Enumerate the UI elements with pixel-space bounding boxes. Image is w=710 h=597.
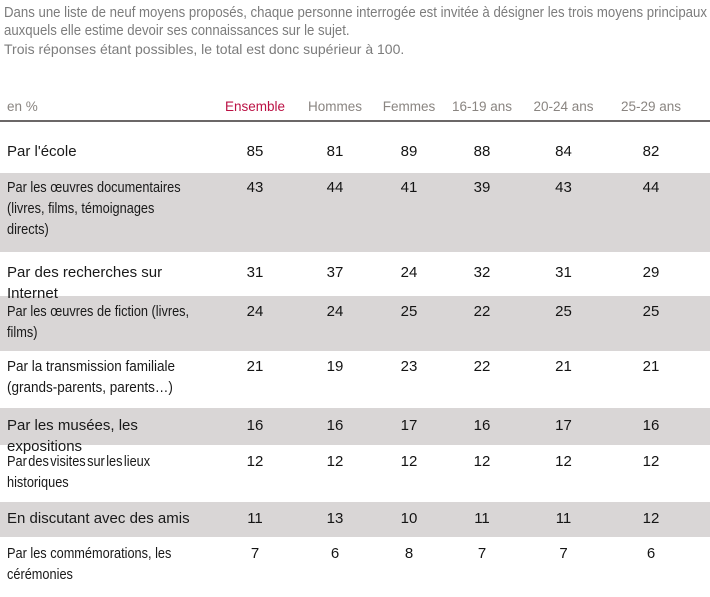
value-cell: 19 <box>326 358 344 375</box>
value-cell: 29 <box>642 264 660 281</box>
value-cell: 25 <box>555 303 572 320</box>
table-row: Par les musées, les expositions 16 16 17… <box>0 408 710 455</box>
value-cell: 84 <box>555 143 572 160</box>
value-cell: 6 <box>330 545 340 562</box>
value-cell: 25 <box>642 303 660 320</box>
column-header-25-29: 25-29 ans <box>620 99 682 114</box>
row-label: Par les œuvres de fiction (livres, films… <box>7 303 190 341</box>
value-cell: 31 <box>555 264 572 281</box>
table-row: Par des recherches sur Internet 31 37 24… <box>0 252 710 302</box>
value-cell: 24 <box>326 303 344 320</box>
row-label: Par des visites sur les lieux historique… <box>7 453 151 491</box>
value-cell: 12 <box>642 453 660 470</box>
value-cell: 21 <box>642 358 660 375</box>
value-cell: 16 <box>246 417 264 434</box>
column-header-20-24: 20-24 ans <box>533 99 594 114</box>
table-row: Par la transmission familiale (grands-pa… <box>0 351 710 408</box>
value-cell: 12 <box>246 453 264 470</box>
value-cell: 12 <box>326 453 344 470</box>
row-label: Par les œuvres documentaires (livres, fi… <box>7 179 181 238</box>
value-cell: 82 <box>642 143 660 160</box>
row-label: Par l'école <box>7 143 77 160</box>
intro-line-2: auxquels elle estime devoir ses connaiss… <box>4 22 350 39</box>
table-row: En discutant avec des amis 11 13 10 11 1… <box>0 502 710 537</box>
value-cell: 17 <box>555 417 572 434</box>
row-label: Par les musées, les expositions <box>7 417 138 455</box>
value-cell: 10 <box>400 510 418 527</box>
table-row: Par des visites sur les lieux historique… <box>0 445 710 502</box>
value-cell: 12 <box>642 510 660 527</box>
value-cell: 22 <box>473 303 491 320</box>
value-cell: 21 <box>555 358 572 375</box>
value-cell: 39 <box>473 179 491 196</box>
value-cell: 43 <box>246 179 264 196</box>
value-cell: 25 <box>400 303 418 320</box>
value-cell: 7 <box>559 545 568 562</box>
value-cell: 21 <box>246 358 264 375</box>
value-cell: 23 <box>400 358 418 375</box>
value-cell: 16 <box>326 417 344 434</box>
value-cell: 31 <box>246 264 264 281</box>
value-cell: 11 <box>555 510 572 527</box>
value-cell: 24 <box>400 264 418 281</box>
row-label: Par les commémorations, les cérémonies <box>7 545 172 583</box>
column-header-femmes: Femmes <box>382 99 436 114</box>
row-label: Par des recherches sur Internet <box>7 264 163 302</box>
value-cell: 41 <box>400 179 418 196</box>
value-cell: 11 <box>247 510 263 527</box>
stats-table: en % Ensemble Hommes Femmes 16-19 ans 20… <box>0 99 710 597</box>
value-cell: 81 <box>326 143 344 160</box>
value-cell: 89 <box>400 143 418 160</box>
value-cell: 44 <box>326 179 344 196</box>
value-cell: 11 <box>474 510 490 527</box>
table-row: Par les commémorations, les cérémonies 7… <box>0 537 710 597</box>
value-cell: 85 <box>246 143 264 160</box>
value-cell: 8 <box>404 545 414 562</box>
column-header-16-19: 16-19 ans <box>451 99 513 114</box>
value-cell: 24 <box>246 303 264 320</box>
table-header-row: en % Ensemble Hommes Femmes 16-19 ans 20… <box>0 99 710 122</box>
row-label: Par la transmission familiale (grands-pa… <box>7 358 176 396</box>
value-cell: 6 <box>646 545 656 562</box>
intro-line-1: Dans une liste de neuf moyens proposés, … <box>4 4 707 21</box>
value-cell: 22 <box>473 358 491 375</box>
value-cell: 16 <box>473 417 491 434</box>
column-header-ensemble: Ensemble <box>224 99 286 114</box>
table-row: Par les œuvres documentaires (livres, fi… <box>0 173 710 252</box>
value-cell: 44 <box>642 179 660 196</box>
value-cell: 12 <box>555 453 572 470</box>
unit-label: en % <box>7 99 38 114</box>
value-cell: 12 <box>473 453 491 470</box>
value-cell: 88 <box>473 143 491 160</box>
value-cell: 37 <box>326 264 344 281</box>
value-cell: 13 <box>326 510 344 527</box>
value-cell: 32 <box>473 264 491 281</box>
intro-note: Dans une liste de neuf moyens proposés, … <box>0 0 710 59</box>
value-cell: 16 <box>642 417 660 434</box>
value-cell: 17 <box>400 417 418 434</box>
value-cell: 7 <box>250 545 260 562</box>
value-cell: 43 <box>555 179 572 196</box>
table-row: Par l'école 85 81 89 88 84 82 <box>0 122 710 173</box>
row-label: En discutant avec des amis <box>7 510 190 527</box>
column-header-hommes: Hommes <box>307 99 362 114</box>
table-row: Par les œuvres de fiction (livres, films… <box>0 296 710 351</box>
value-cell: 7 <box>477 545 487 562</box>
intro-line-3: Trois réponses étant possibles, le total… <box>4 41 405 57</box>
value-cell: 12 <box>400 453 418 470</box>
